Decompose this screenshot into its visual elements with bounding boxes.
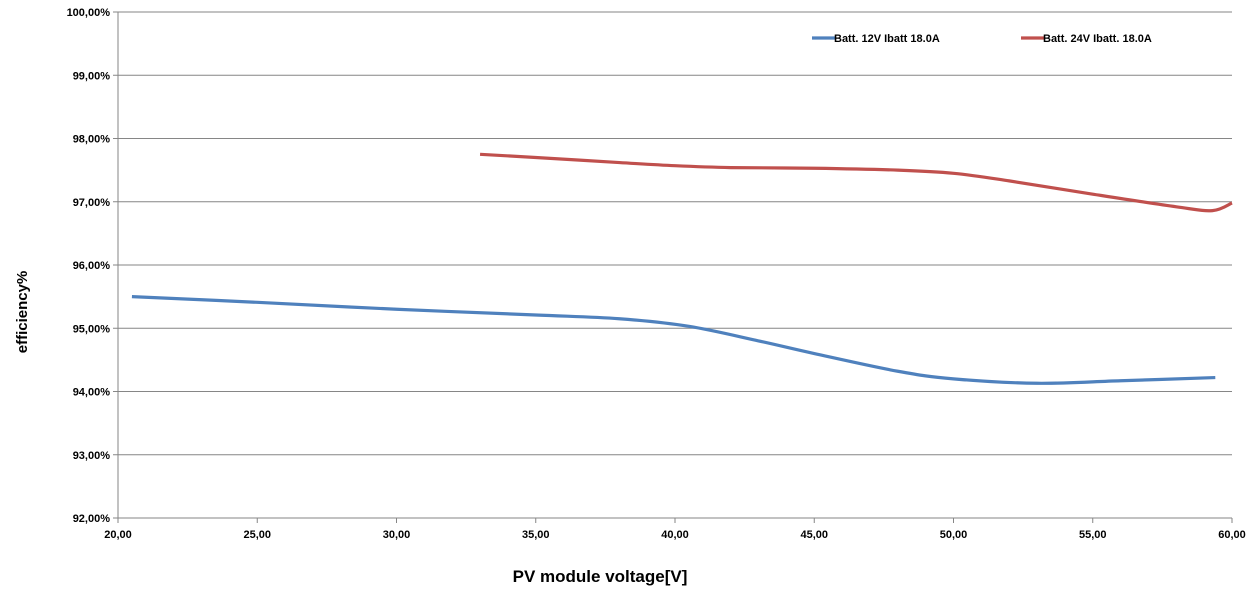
y-tick-label: 100,00% [67, 7, 111, 19]
x-tick-label: 30,00 [383, 529, 411, 541]
legend-label-2: Batt. 24V Ibatt. 18.0A [1043, 33, 1152, 45]
series-line-2 [479, 152, 1233, 213]
y-tick-label: 97,00% [73, 197, 111, 209]
series-line-1 [131, 295, 1216, 385]
y-tick-label: 94,00% [73, 387, 111, 399]
y-axis-title: efficiency% [14, 271, 31, 354]
y-tick-label: 93,00% [73, 450, 111, 462]
series-layer [131, 152, 1233, 385]
x-tick-label: 35,00 [522, 529, 550, 541]
x-tick-label: 50,00 [940, 529, 968, 541]
axis-layer: 92,00% 93,00% 94,00% 95,00% 96,00% 97,00% 98,0… [67, 7, 1246, 541]
y-tick-label: 99,00% [73, 70, 111, 82]
x-tick-label: 25,00 [243, 529, 271, 541]
legend-label-1: Batt. 12V Ibatt 18.0A [834, 33, 940, 45]
x-axis-title: PV module voltage[V] [513, 567, 688, 586]
x-tick-label: 45,00 [800, 529, 828, 541]
x-tick-label: 60,00 [1218, 529, 1246, 541]
grid-layer [118, 11, 1232, 519]
y-tick-label: 98,00% [73, 134, 111, 146]
legend: Batt. 12V Ibatt 18.0A Batt. 24V Ibatt. 18… [812, 33, 1152, 45]
x-tick-label: 55,00 [1079, 529, 1107, 541]
x-tick-label: 40,00 [661, 529, 689, 541]
y-tick-label: 96,00% [73, 260, 111, 272]
y-tick-label: 92,00% [73, 513, 111, 525]
y-tick-label: 95,00% [73, 323, 111, 335]
x-tick-label: 20,00 [104, 529, 132, 541]
